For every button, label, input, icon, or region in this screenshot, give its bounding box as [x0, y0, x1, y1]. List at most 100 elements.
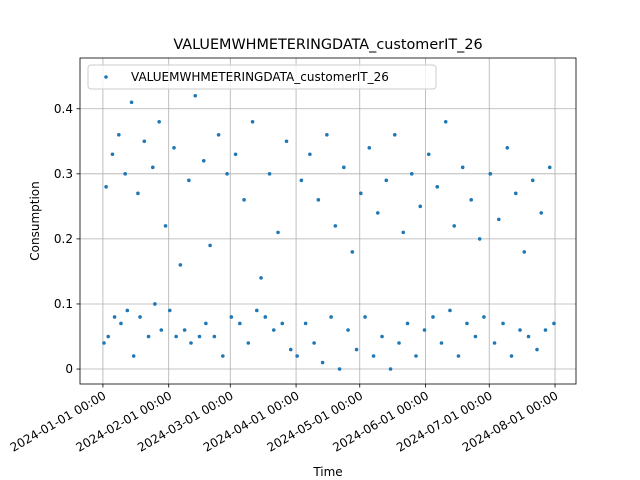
data-point: [204, 321, 208, 326]
data-point: [178, 263, 183, 267]
data-point: [505, 145, 510, 150]
data-point: [129, 100, 134, 105]
data-point: [388, 367, 393, 371]
data-point: [182, 328, 187, 332]
legend-marker: [104, 75, 108, 79]
data-point: [242, 198, 246, 202]
data-point: [397, 341, 401, 345]
data-point: [316, 198, 321, 202]
data-point: [452, 224, 457, 228]
data-point: [284, 139, 289, 144]
data-point: [110, 152, 115, 157]
data-point: [443, 119, 448, 124]
data-point: [250, 119, 255, 124]
data-point: [142, 139, 147, 144]
data-point: [547, 165, 552, 170]
data-point: [522, 250, 527, 254]
data-point: [208, 243, 212, 248]
data-point: [422, 328, 427, 332]
y-tick-label: 0.3: [54, 167, 73, 181]
data-point: [303, 321, 308, 326]
data-point: [288, 347, 293, 352]
data-point: [276, 230, 280, 235]
data-point: [405, 321, 410, 326]
data-point: [375, 211, 380, 215]
y-axis-label: Consumption: [28, 181, 42, 260]
data-point: [233, 152, 238, 157]
y-tick-label: 0.1: [54, 297, 73, 311]
data-point: [104, 185, 108, 189]
data-point: [150, 165, 155, 170]
data-point: [482, 315, 486, 319]
data-point: [333, 224, 338, 228]
data-point: [271, 328, 276, 332]
data-point: [513, 191, 518, 196]
data-point: [354, 347, 359, 352]
data-point: [174, 334, 178, 339]
data-point: [221, 354, 225, 358]
data-point: [431, 315, 435, 319]
data-point: [263, 315, 268, 319]
data-point: [371, 354, 376, 358]
data-point: [543, 328, 548, 332]
data-point: [526, 334, 531, 339]
data-point: [267, 172, 272, 176]
data-point: [238, 321, 242, 326]
data-point: [280, 321, 285, 326]
data-point: [401, 230, 406, 235]
data-point: [435, 185, 440, 189]
data-point: [518, 328, 522, 332]
data-point: [146, 334, 151, 339]
data-point: [380, 334, 384, 339]
data-point: [159, 328, 164, 332]
data-point: [106, 334, 111, 339]
data-point: [363, 315, 367, 319]
data-point: [509, 354, 514, 358]
y-tick-label: 0.2: [54, 232, 73, 246]
data-point: [197, 334, 202, 339]
data-point: [138, 315, 142, 319]
data-point: [189, 341, 193, 345]
data-point: [539, 211, 544, 215]
data-point: [426, 152, 431, 157]
data-point: [392, 132, 397, 137]
data-point: [469, 198, 473, 202]
data-point: [337, 367, 342, 371]
data-point: [465, 321, 469, 326]
data-point: [299, 178, 304, 183]
data-point: [448, 308, 452, 313]
data-point: [259, 276, 263, 280]
y-tick-label: 0.4: [54, 102, 73, 116]
data-point: [418, 204, 423, 209]
y-tick-label: 0: [65, 362, 73, 376]
data-point: [119, 321, 123, 326]
data-point: [367, 145, 372, 150]
data-point: [384, 178, 389, 183]
data-point: [477, 237, 482, 241]
data-point: [216, 132, 221, 137]
x-axis-label: Time: [312, 465, 342, 479]
data-point: [201, 159, 206, 163]
data-point: [136, 191, 140, 196]
data-point: [535, 347, 539, 352]
legend-label: VALUEMWHMETERINGDATA_customerIT_26: [131, 70, 389, 84]
data-point: [342, 165, 346, 170]
data-point: [325, 132, 329, 137]
data-point: [350, 250, 355, 254]
data-point: [492, 341, 497, 345]
legend-box: [87, 64, 437, 90]
data-point: [456, 354, 461, 358]
data-point: [172, 145, 176, 150]
legend: VALUEMWHMETERINGDATA_customerIT_26: [87, 64, 437, 90]
data-point: [346, 328, 350, 332]
data-point: [157, 119, 161, 124]
data-point: [123, 172, 127, 176]
plot-frame: [79, 57, 577, 385]
data-point: [496, 217, 501, 222]
data-point: [102, 341, 106, 345]
data-point: [229, 315, 234, 319]
data-point: [167, 308, 172, 313]
data-point: [439, 341, 444, 345]
data-point: [131, 354, 136, 358]
